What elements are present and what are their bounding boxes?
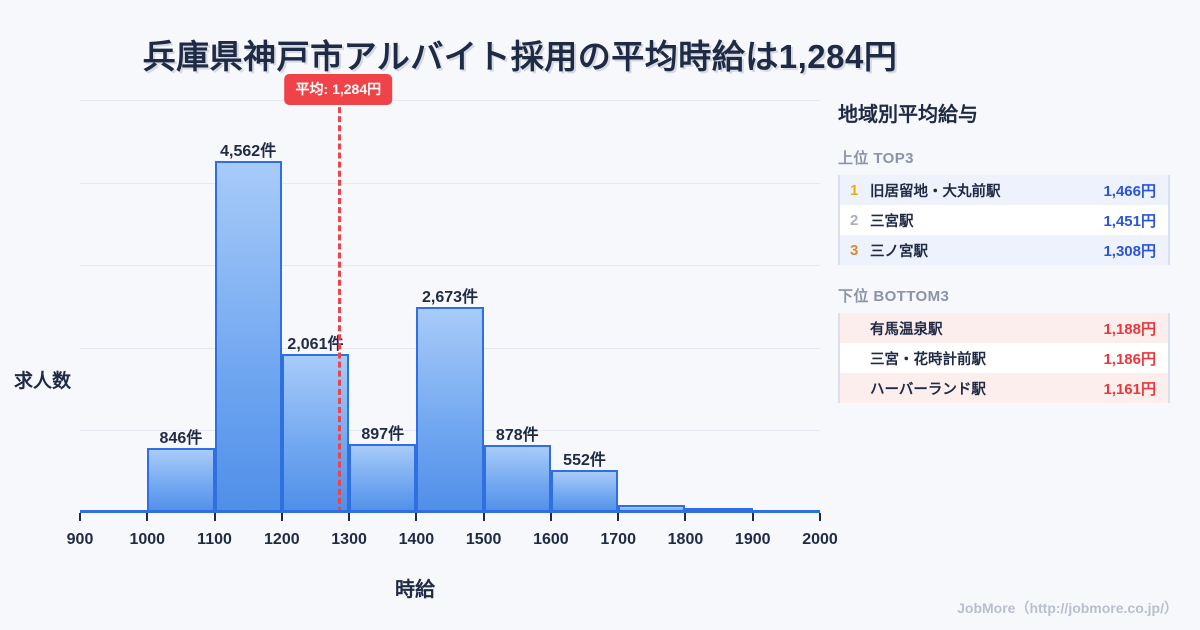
bottom3-heading: 下位 BOTTOM3 — [838, 288, 950, 305]
x-tick-label: 2000 — [802, 531, 838, 548]
station-wage-value: 1,186円 — [1103, 350, 1156, 368]
gridline — [80, 100, 820, 101]
x-tick-mark — [79, 513, 81, 521]
x-tick-mark — [751, 513, 754, 521]
x-tick-mark — [684, 513, 687, 521]
x-tick-label: 1100 — [197, 531, 232, 548]
bar-value-label: 2,673件 — [421, 288, 479, 306]
rank-row[interactable]: 2 三宮駅 1,451円 — [840, 205, 1168, 235]
x-tick-label: 1000 — [129, 531, 166, 548]
x-tick-mark — [213, 513, 216, 521]
x-tick-label: 1200 — [264, 531, 300, 548]
x-tick-label: 1500 — [465, 531, 502, 548]
rank-number: 2 — [850, 211, 859, 229]
x-tick-label: 1400 — [398, 531, 435, 548]
x-tick-mark — [549, 513, 552, 521]
x-tick-mark — [146, 513, 149, 521]
x-tick-mark — [819, 513, 821, 521]
bar-value-label: 4,562件 — [220, 142, 277, 160]
gridline — [80, 182, 820, 184]
average-badge: 平均: 1,284円 — [284, 74, 393, 105]
x-tick-mark — [617, 513, 620, 521]
x-tick-label: 1800 — [667, 531, 704, 548]
bar-value-label: 2,061件 — [287, 335, 344, 353]
page-title: 兵庫県神戸市アルバイト採用の平均時給は1,284円 — [142, 38, 898, 75]
x-tick-mark — [348, 513, 351, 521]
gridline — [80, 265, 820, 267]
y-axis-title: 求人数 — [14, 371, 72, 392]
x-tick-label: 1300 — [331, 531, 367, 548]
histogram-chart: 求人数 時給 846件 4,562件 2,061件 897件 2,673件 878件 552… — [0, 74, 838, 608]
watermark: JobMore（http://jobmore.co.jp/） — [957, 600, 1178, 616]
x-tick-mark — [482, 513, 485, 521]
station-wage-value: 1,161円 — [1103, 380, 1156, 398]
rank-row[interactable]: 有馬温泉駅 1,188円 — [840, 313, 1168, 343]
rank-row[interactable]: 3 三ノ宮駅 1,308円 — [840, 235, 1168, 265]
station-name: 三宮駅 — [870, 213, 914, 230]
station-name: 有馬温泉駅 — [870, 321, 943, 338]
histogram-bar — [618, 504, 686, 513]
station-name: 三ノ宮駅 — [870, 243, 928, 260]
x-tick-label: 1600 — [533, 531, 569, 548]
histogram-bar — [147, 447, 215, 513]
station-name: ハーバーランド駅 — [870, 381, 986, 398]
x-axis-title: 時給 — [395, 579, 435, 601]
histogram-bar — [416, 306, 484, 513]
histogram-bar — [214, 160, 282, 513]
regional-average-panel: 地域別平均給与 上位 TOP3 1 旧居留地・大丸前駅 1,466円 2 三宮駅 1,45… — [838, 98, 1170, 423]
x-tick-mark — [415, 513, 418, 521]
bar-value-label: 897件 — [361, 425, 405, 443]
rank-number: 3 — [850, 241, 859, 259]
bottom3-table: 有馬温泉駅 1,188円三宮・花時計前駅 1,186円ハーバーランド駅 1,161円 — [838, 313, 1170, 403]
x-tick-label: 900 — [66, 531, 94, 548]
histogram-bar — [349, 443, 417, 513]
station-wage-value: 1,451円 — [1103, 212, 1156, 230]
x-tick-mark — [280, 513, 283, 521]
top3-heading: 上位 TOP3 — [838, 150, 914, 167]
station-wage-value: 1,308円 — [1103, 242, 1156, 260]
average-line — [338, 98, 342, 513]
bar-value-label: 552件 — [563, 452, 606, 470]
station-name: 旧居留地・大丸前駅 — [870, 183, 1001, 200]
x-tick-label: 1900 — [734, 531, 771, 548]
histogram-bar — [483, 445, 551, 513]
station-wage-value: 1,188円 — [1103, 320, 1156, 338]
bar-value-label: 846件 — [159, 429, 203, 447]
bar-value-label: 878件 — [495, 427, 539, 445]
x-axis-line — [80, 510, 820, 513]
x-tick-label: 1700 — [600, 531, 636, 548]
rank-number: 1 — [850, 181, 859, 199]
histogram-bar — [281, 353, 350, 513]
station-wage-value: 1,466円 — [1103, 182, 1156, 200]
histogram-bar — [550, 470, 619, 513]
top3-table: 1 旧居留地・大丸前駅 1,466円 2 三宮駅 1,451円 3 三ノ宮駅 1,308円 — [838, 175, 1170, 265]
rank-row[interactable]: ハーバーランド駅 1,161円 — [840, 373, 1168, 403]
rank-row[interactable]: 三宮・花時計前駅 1,186円 — [840, 343, 1168, 373]
rank-row[interactable]: 1 旧居留地・大丸前駅 1,466円 — [840, 175, 1168, 205]
station-name: 三宮・花時計前駅 — [870, 351, 986, 368]
sidebar-title: 地域別平均給与 — [838, 104, 978, 126]
plot-area: 846件 4,562件 2,061件 897件 2,673件 878件 552件 平均: 1… — [67, 74, 838, 548]
